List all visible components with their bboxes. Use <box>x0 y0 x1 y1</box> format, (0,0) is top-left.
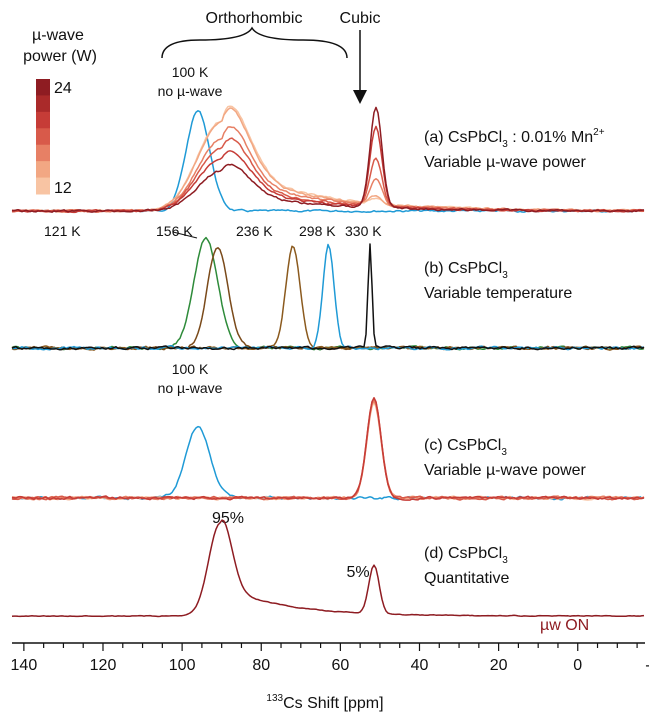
legend-swatch <box>36 79 50 96</box>
spectrum-c-4 <box>11 397 645 501</box>
spectrum-c-2 <box>11 400 645 501</box>
x-tick-label: 140 <box>11 657 38 674</box>
legend-swatch <box>36 161 50 179</box>
x-tick-label: 100 <box>169 657 196 674</box>
panel-a-subtitle: Variable µ-wave power <box>424 154 587 171</box>
spectrum-c-1 <box>11 401 645 501</box>
peak-label-5: 5% <box>346 564 369 581</box>
spectrum-c-5 <box>11 397 645 501</box>
x-tick-label: 60 <box>331 657 349 674</box>
temp-121-leader <box>172 231 198 239</box>
cubic-arrow-head <box>353 90 367 104</box>
temp-label-236: 236 K <box>236 223 273 239</box>
x-tick-label: 80 <box>252 657 270 674</box>
x-tick-label: 20 <box>490 657 508 674</box>
peak-label-95: 95% <box>212 510 244 527</box>
panel-b-subtitle: Variable temperature <box>424 285 572 302</box>
panel-c-title: (c) CsPbCl3 <box>424 437 507 458</box>
legend-title-line2: power (W) <box>23 48 97 65</box>
panel-b-title: (b) CsPbCl3 <box>424 260 508 281</box>
temp-label-121: 121 K <box>44 223 81 239</box>
legend-title-line1: µ-wave <box>32 27 84 44</box>
x-axis: 140 120 100 80 60 40 20 0 -20 <box>11 642 649 674</box>
panel-c-ref-label-line2: no µ-wave <box>158 380 223 396</box>
spectrum-b-4 <box>11 243 645 351</box>
panel-c-ref-label-line1: 100 K <box>172 361 209 377</box>
panel-a-labels: 100 K no µ-wave (a) CsPbCl3 : 0.01% Mn2+… <box>158 64 605 171</box>
panel-c-subtitle: Variable µ-wave power <box>424 462 587 479</box>
x-tick-label: 0 <box>573 657 582 674</box>
panel-a-ref-label-line1: 100 K <box>172 64 209 80</box>
spectrum-a-4 <box>11 137 645 213</box>
phase-annotations: Orthorhombic Cubic <box>161 10 381 104</box>
legend-color-scale <box>36 79 50 195</box>
panel-d-subtitle: Quantitative <box>424 570 509 587</box>
panel-d-title: (d) CsPbCl3 <box>424 545 508 566</box>
mw-on-label: µw ON <box>540 617 589 634</box>
panel-c-labels: 100 K no µ-wave (c) CsPbCl3 Variable µ-w… <box>158 361 587 479</box>
legend-swatch <box>36 144 50 162</box>
panel-b-labels: 121 K 156 K 236 K 298 K 330 K (b) CsPbCl… <box>44 223 572 302</box>
spectrum-d-0 <box>11 519 645 618</box>
spectrum-a-6 <box>11 106 645 213</box>
x-tick-label: -20 <box>645 657 649 674</box>
legend-swatch <box>36 95 50 113</box>
legend-swatch <box>36 111 50 129</box>
orthorhombic-label: Orthorhombic <box>206 10 303 27</box>
spectrum-c-3 <box>11 400 645 501</box>
legend-swatch <box>36 128 50 146</box>
temp-label-298: 298 K <box>299 223 336 239</box>
temp-label-156: 156 K <box>156 223 193 239</box>
legend-min-label: 12 <box>54 180 72 197</box>
x-tick-label: 120 <box>90 657 117 674</box>
panel-a-title: (a) CsPbCl3 : 0.01% Mn2+ <box>424 127 605 150</box>
x-tick-label: 40 <box>411 657 429 674</box>
x-axis-label: 133Cs Shift [ppm] <box>266 693 383 712</box>
power-legend: µ-wave power (W) 24 12 <box>23 27 97 197</box>
spectra <box>11 105 645 618</box>
panel-a-ref-label-line2: no µ-wave <box>158 83 223 99</box>
cubic-label: Cubic <box>340 10 381 27</box>
orthorhombic-brace <box>161 26 348 59</box>
legend-max-label: 24 <box>54 80 72 97</box>
legend-swatch <box>36 177 50 195</box>
temp-label-330: 330 K <box>345 223 382 239</box>
